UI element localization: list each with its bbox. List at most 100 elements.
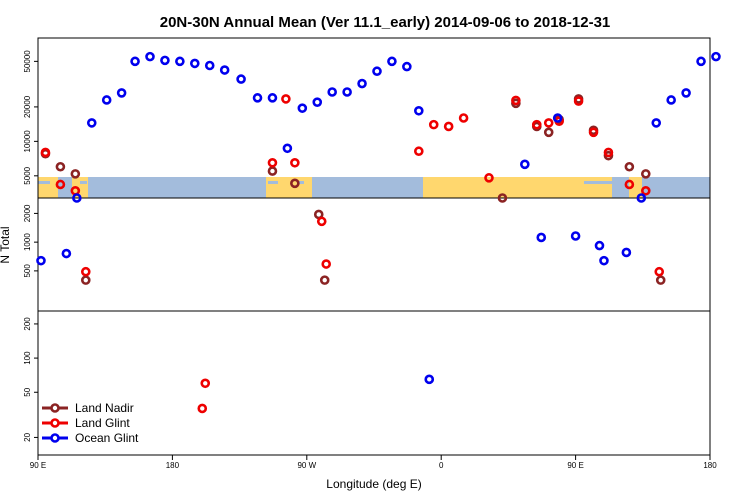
y-tick-label: 100 [23, 351, 32, 365]
legend-label: Ocean Glint [75, 431, 139, 445]
data-point [175, 56, 185, 67]
data-point [267, 166, 278, 176]
y-tick-label: 1000 [23, 233, 32, 251]
data-point [316, 216, 327, 227]
data-point [599, 255, 609, 266]
data-point [190, 58, 200, 69]
map-strip [38, 177, 710, 198]
data-point [424, 374, 435, 385]
data-point [543, 118, 554, 128]
data-point [312, 97, 323, 107]
data-point [588, 127, 599, 138]
data-point [458, 113, 469, 123]
data-point [281, 94, 291, 104]
data-point [236, 74, 246, 84]
x-tick-label: 90 W [297, 461, 316, 470]
data-point [321, 259, 332, 269]
data-point [428, 119, 439, 130]
chart-title: 20N-30N Annual Mean (Ver 11.1_early) 201… [160, 14, 611, 31]
data-point [290, 157, 300, 168]
y-tick-label: 5000 [23, 166, 32, 184]
data-point [342, 87, 352, 97]
data-point [651, 118, 662, 128]
data-point [160, 55, 170, 66]
data-point [72, 193, 82, 203]
data-point [552, 113, 563, 123]
data-point [511, 95, 521, 106]
x-axis-label: Longitude (deg E) [326, 477, 421, 491]
data-point [86, 118, 97, 128]
data-point [327, 87, 337, 97]
data-point [543, 127, 554, 138]
data-point [200, 378, 211, 389]
x-tick-label: 180 [703, 461, 717, 470]
data-point [573, 96, 584, 106]
data-point [443, 121, 454, 132]
data-point [197, 403, 208, 414]
data-point [319, 275, 330, 285]
data-point [372, 66, 382, 77]
data-point [594, 240, 605, 251]
legend-label: Land Nadir [75, 401, 134, 415]
data-point [497, 193, 508, 203]
data-point [636, 193, 647, 203]
data-point [145, 51, 155, 62]
map-land [423, 177, 612, 198]
data-point [130, 56, 140, 67]
y-tick-label: 20000 [23, 95, 32, 118]
data-point [55, 161, 66, 172]
y-tick-label: 500 [23, 264, 32, 278]
y-tick-label: 50 [23, 387, 32, 396]
data-point [70, 169, 81, 179]
map-coast [584, 181, 612, 184]
data-point [696, 56, 706, 67]
data-point [40, 147, 51, 158]
map-land [38, 177, 58, 198]
y-tick-label: 20 [23, 432, 32, 441]
data-point [204, 60, 215, 71]
data-point [387, 56, 397, 67]
data-point [655, 275, 666, 285]
data-point [624, 179, 635, 190]
data-point [55, 179, 66, 190]
data-point [36, 255, 46, 266]
legend-label: Land Glint [75, 416, 130, 430]
y-tick-label: 200 [23, 317, 32, 331]
x-tick-label: 0 [439, 461, 444, 470]
data-point [654, 266, 665, 277]
legend-marker [50, 418, 60, 428]
data-point [267, 157, 278, 168]
data-point [520, 159, 530, 170]
x-axis: 90 E 180 90 W 0 90 E 180 [30, 455, 717, 470]
data-point [666, 95, 676, 105]
y-axis-label: N Total [0, 226, 12, 263]
data-point [282, 143, 293, 154]
data-point [61, 248, 72, 259]
map-coast [38, 181, 50, 184]
map-coast [268, 181, 278, 184]
data-point [711, 51, 721, 62]
data-point [681, 88, 691, 98]
data-point [570, 231, 581, 241]
data-point [101, 95, 112, 105]
data-point [290, 178, 300, 189]
y-tick-label: 50000 [23, 50, 32, 73]
data-point [603, 147, 614, 158]
panel-frame [37, 310, 711, 456]
x-tick-label: 180 [166, 461, 180, 470]
data-point [252, 93, 263, 103]
map-land [266, 177, 312, 198]
data-point [531, 119, 542, 130]
x-tick-label: 90 E [567, 461, 583, 470]
data-point [80, 275, 91, 285]
legend-marker [50, 433, 60, 443]
y-tick-label: 10000 [23, 130, 32, 153]
map-coast [298, 181, 304, 184]
data-point [621, 247, 632, 258]
data-point [297, 103, 308, 113]
data-points [36, 51, 721, 414]
data-point [80, 266, 91, 277]
plot-panels: 5000 10000 20000 50000 500 1000 2000 20 50 100 200 [23, 37, 711, 456]
